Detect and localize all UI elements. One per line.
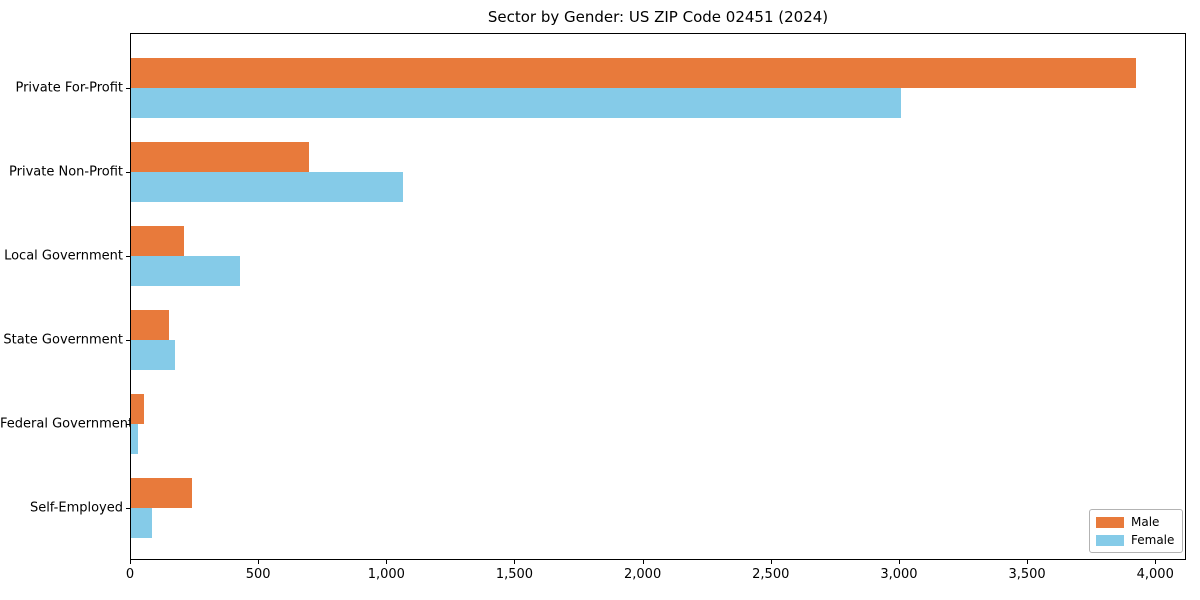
- y-axis-tick: [126, 508, 130, 510]
- y-axis-tick: [126, 88, 130, 89]
- male-legend-swatch: [1096, 516, 1124, 528]
- bar-female-self-employed: [131, 508, 153, 539]
- y-category-label-self-employed: Self-Employed: [29, 500, 123, 516]
- male-legend-label: Male: [1131, 515, 1160, 529]
- y-category-label-private-non-profit: Private Non-Profit: [9, 164, 123, 180]
- y-axis-tick: [126, 424, 130, 426]
- y-category-label-state-government: State Government: [3, 332, 123, 348]
- x-tick-label: 3,500: [1008, 567, 1046, 582]
- x-tick-label: 1,500: [495, 567, 534, 582]
- x-tick-label: 0: [125, 567, 135, 582]
- x-tick-label: 500: [245, 567, 271, 582]
- legend: Male Female: [1089, 509, 1184, 553]
- chart-title: Sector by Gender: US ZIP Code 02451 (202…: [487, 8, 829, 26]
- bar-male-state-government: [131, 310, 170, 341]
- bar-female-local-government: [131, 256, 241, 287]
- x-axis-tick: [258, 560, 260, 564]
- female-legend-swatch: [1096, 534, 1124, 546]
- y-axis-tick: [126, 340, 130, 342]
- bar-male-federal-government: [131, 394, 145, 425]
- legend-item-male: Male: [1096, 515, 1174, 529]
- bar-female-private-non-profit: [131, 172, 404, 203]
- x-tick-label: 2,000: [624, 567, 662, 582]
- x-axis-tick: [770, 560, 772, 564]
- x-axis-tick: [386, 560, 388, 564]
- bar-male-private-for-profit: [131, 58, 1136, 88]
- bar-female-private-for-profit: [131, 88, 902, 118]
- plot-area: [130, 33, 1186, 560]
- x-axis-tick: [642, 560, 644, 564]
- y-category-label-local-government: Local Government: [4, 248, 123, 264]
- legend-item-female: Female: [1096, 533, 1174, 547]
- y-axis-tick: [126, 256, 130, 258]
- bar-male-private-non-profit: [131, 142, 310, 173]
- x-axis-tick: [1027, 560, 1029, 564]
- bar-female-state-government: [131, 340, 175, 371]
- bar-male-local-government: [131, 226, 184, 257]
- x-tick-label: 2,500: [752, 567, 790, 582]
- bar-female-federal-government: [131, 424, 139, 455]
- x-axis-tick: [898, 560, 900, 564]
- x-tick-label: 4,000: [1136, 567, 1174, 582]
- y-category-label-federal-government: Federal Government: [0, 416, 134, 432]
- x-axis-tick: [130, 560, 131, 564]
- y-axis-tick: [126, 172, 130, 174]
- bar-male-self-employed: [131, 478, 192, 509]
- female-legend-label: Female: [1131, 533, 1175, 547]
- x-tick-label: 3,000: [880, 567, 918, 582]
- y-category-label-private-for-profit: Private For-Profit: [15, 80, 123, 96]
- x-axis-tick: [1155, 560, 1157, 564]
- x-tick-label: 1,000: [367, 567, 405, 582]
- x-axis-tick: [514, 560, 516, 564]
